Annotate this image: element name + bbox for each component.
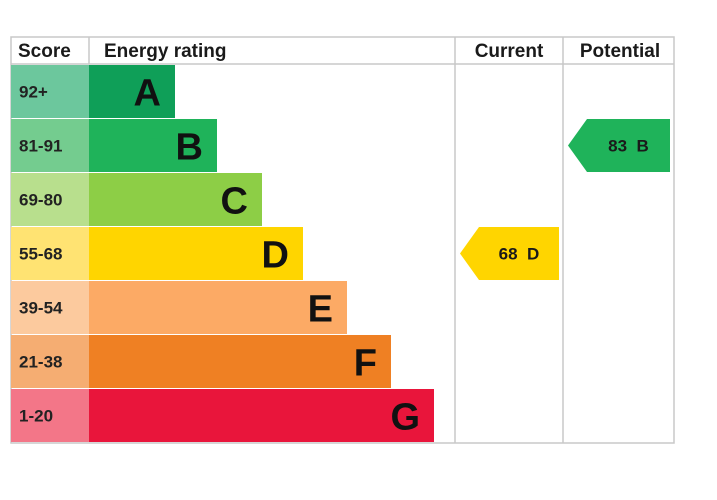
potential-rating-arrow: 83 B [568, 119, 670, 172]
score-cell-d [11, 227, 89, 280]
score-cell-a [11, 65, 89, 118]
band-bar-e [89, 281, 347, 334]
header-score: Score [18, 41, 71, 62]
band-letter-e: E [308, 289, 333, 331]
score-range-b: 81-91 [19, 137, 62, 156]
potential-rating-label: 83 B [608, 137, 649, 156]
current-rating-label: 68 D [499, 245, 540, 264]
band-letter-c: C [221, 181, 248, 223]
potential-arrow-shape [568, 119, 670, 172]
band-bar-f [89, 335, 391, 388]
band-bar-b [89, 119, 217, 172]
current-rating-arrow: 68 D [460, 227, 559, 280]
band-bar-c [89, 173, 262, 226]
score-range-c: 69-80 [19, 191, 62, 210]
header-current: Current [475, 41, 544, 62]
band-letter-f: F [354, 343, 377, 385]
band-bar-g [89, 389, 434, 442]
score-range-e: 39-54 [19, 299, 63, 318]
band-letter-d: D [262, 235, 289, 277]
score-cell-b [11, 119, 89, 172]
header-potential: Potential [580, 41, 660, 62]
band-letter-g: G [390, 397, 420, 439]
score-cell-f [11, 335, 89, 388]
current-arrow-shape [460, 227, 559, 280]
score-range-g: 1-20 [19, 407, 53, 426]
score-range-d: 55-68 [19, 245, 62, 264]
header-energy-rating: Energy rating [104, 41, 226, 62]
band-letter-b: B [176, 127, 203, 169]
score-cell-g [11, 389, 89, 442]
band-bar-a [89, 65, 175, 118]
score-range-f: 21-38 [19, 353, 62, 372]
band-letter-a: A [134, 73, 161, 115]
score-cell-e [11, 281, 89, 334]
score-cell-c [11, 173, 89, 226]
score-range-a: 92+ [19, 83, 48, 102]
band-bar-d [89, 227, 303, 280]
rating-bands: 92+ A 81-91 B 69-80 C 55-68 D 39-54 E 21-38 F 1-20 G [11, 65, 434, 442]
